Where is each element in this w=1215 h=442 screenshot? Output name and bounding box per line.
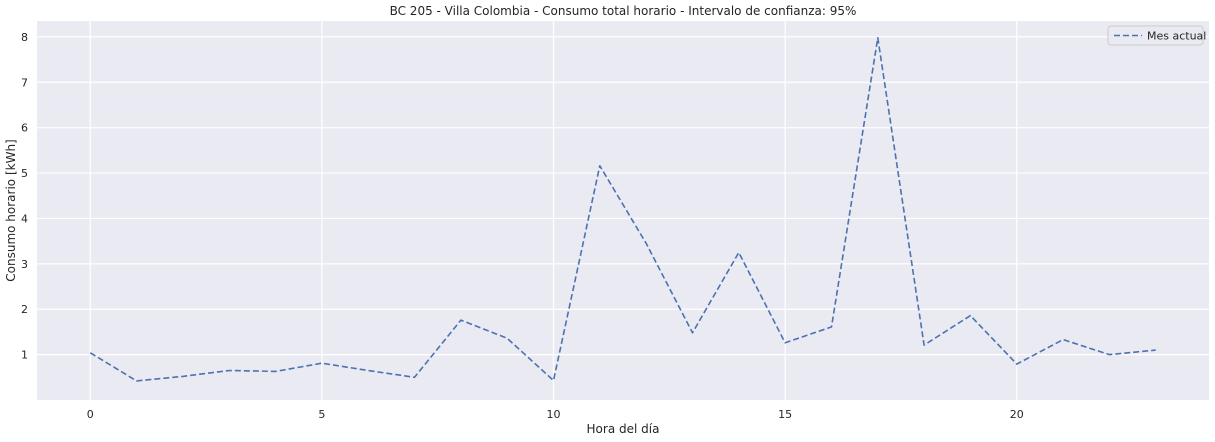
x-tick-label: 10 [547, 408, 561, 421]
series-lines [89, 36, 1156, 382]
grid-lines [37, 21, 1209, 400]
tick-labels: 0 5 10 15 20 1 2 3 4 5 6 7 8 [21, 31, 1024, 421]
series-line [89, 36, 1156, 382]
plot-area [37, 21, 1209, 400]
y-tick-label: 8 [21, 31, 28, 44]
x-axis-label: Hora del día [587, 422, 660, 436]
y-tick-label: 2 [21, 303, 28, 316]
legend: Mes actual [1107, 25, 1206, 46]
y-tick-label: 4 [21, 212, 28, 225]
y-tick-label: 7 [21, 76, 28, 89]
x-tick-label: 5 [318, 408, 325, 421]
x-tick-label: 15 [778, 408, 792, 421]
chart-title: BC 205 - Villa Colombia - Consumo total … [390, 4, 857, 18]
y-tick-label: 3 [21, 258, 28, 271]
legend-box [1107, 25, 1204, 46]
x-tick-label: 20 [1010, 408, 1024, 421]
y-tick-label: 1 [21, 349, 28, 362]
y-axis-label: Consumo horario [kWh] [4, 139, 18, 281]
legend-label: Mes actual [1147, 30, 1206, 43]
x-tick-label: 0 [87, 408, 94, 421]
y-tick-label: 5 [21, 167, 28, 180]
y-tick-label: 6 [21, 122, 28, 135]
